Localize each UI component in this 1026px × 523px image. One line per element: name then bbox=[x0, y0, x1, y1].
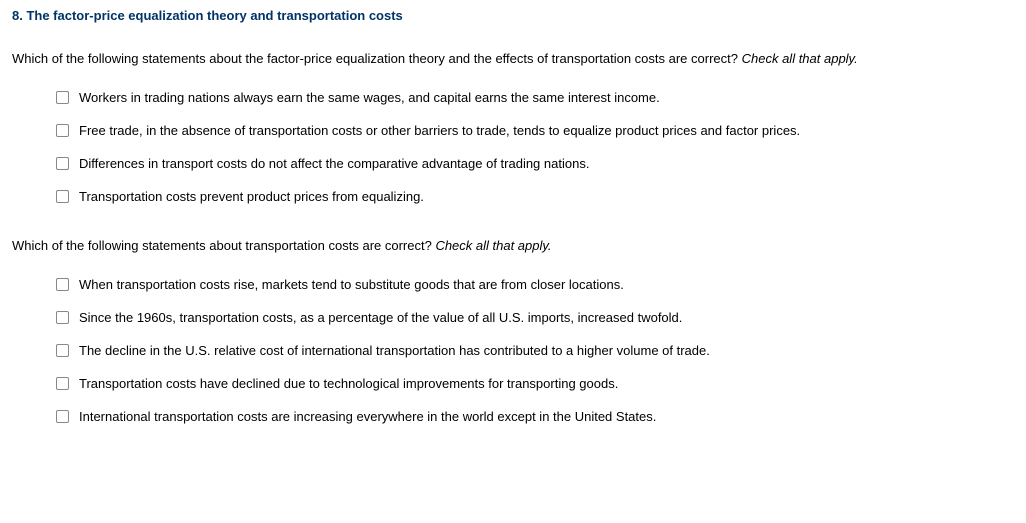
option-label: The decline in the U.S. relative cost of… bbox=[79, 343, 710, 358]
question1-prompt-text: Which of the following statements about … bbox=[12, 51, 742, 66]
question1-option-row[interactable]: Differences in transport costs do not af… bbox=[56, 156, 1014, 171]
question1-option-row[interactable]: Workers in trading nations always earn t… bbox=[56, 90, 1014, 105]
checkbox-icon[interactable] bbox=[56, 91, 69, 104]
option-label: Transportation costs prevent product pri… bbox=[79, 189, 424, 204]
checkbox-icon[interactable] bbox=[56, 278, 69, 291]
option-label: Since the 1960s, transportation costs, a… bbox=[79, 310, 682, 325]
checkbox-icon[interactable] bbox=[56, 344, 69, 357]
option-label: Free trade, in the absence of transporta… bbox=[79, 123, 800, 138]
question2-instruction: Check all that apply. bbox=[435, 238, 551, 253]
question2-option-row[interactable]: When transportation costs rise, markets … bbox=[56, 277, 1014, 292]
option-label: When transportation costs rise, markets … bbox=[79, 277, 624, 292]
option-label: Differences in transport costs do not af… bbox=[79, 156, 589, 171]
question1-prompt: Which of the following statements about … bbox=[12, 51, 1014, 66]
question2-prompt-text: Which of the following statements about … bbox=[12, 238, 435, 253]
checkbox-icon[interactable] bbox=[56, 311, 69, 324]
checkbox-icon[interactable] bbox=[56, 190, 69, 203]
question1-instruction: Check all that apply. bbox=[742, 51, 858, 66]
question2-prompt: Which of the following statements about … bbox=[12, 238, 1014, 253]
question2-option-row[interactable]: Transportation costs have declined due t… bbox=[56, 376, 1014, 391]
question1-option-row[interactable]: Transportation costs prevent product pri… bbox=[56, 189, 1014, 204]
question2-options: When transportation costs rise, markets … bbox=[12, 277, 1014, 424]
question2-option-row[interactable]: Since the 1960s, transportation costs, a… bbox=[56, 310, 1014, 325]
question-heading: 8. The factor-price equalization theory … bbox=[12, 8, 1014, 23]
question2-option-row[interactable]: International transportation costs are i… bbox=[56, 409, 1014, 424]
checkbox-icon[interactable] bbox=[56, 157, 69, 170]
question2-option-row[interactable]: The decline in the U.S. relative cost of… bbox=[56, 343, 1014, 358]
option-label: Transportation costs have declined due t… bbox=[79, 376, 618, 391]
checkbox-icon[interactable] bbox=[56, 377, 69, 390]
option-label: Workers in trading nations always earn t… bbox=[79, 90, 660, 105]
checkbox-icon[interactable] bbox=[56, 410, 69, 423]
option-label: International transportation costs are i… bbox=[79, 409, 656, 424]
checkbox-icon[interactable] bbox=[56, 124, 69, 137]
question1-options: Workers in trading nations always earn t… bbox=[12, 90, 1014, 204]
question1-option-row[interactable]: Free trade, in the absence of transporta… bbox=[56, 123, 1014, 138]
